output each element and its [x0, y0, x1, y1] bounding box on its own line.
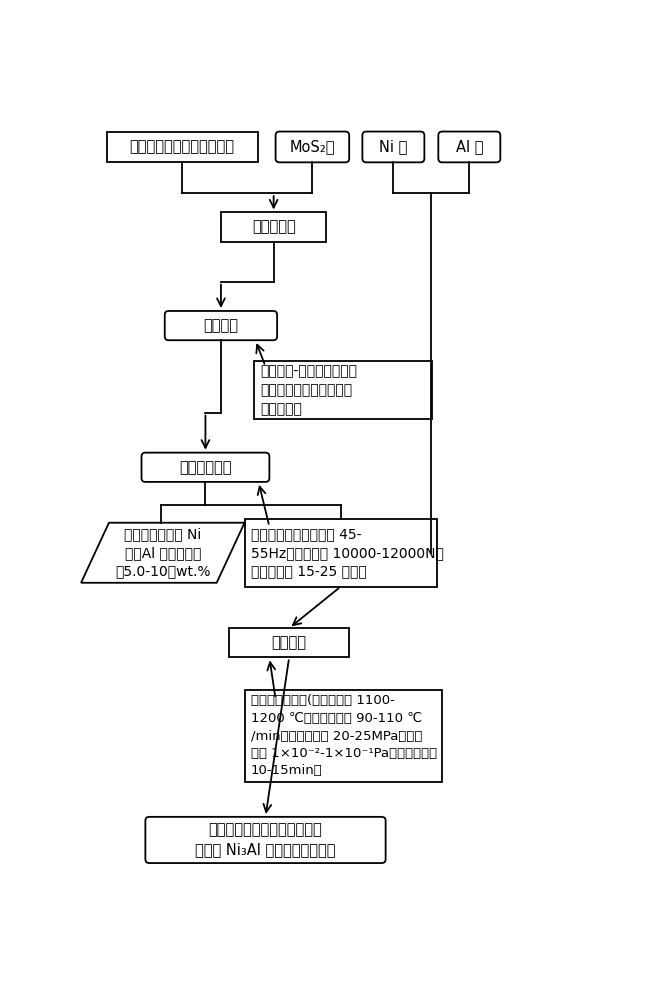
- FancyBboxPatch shape: [275, 132, 350, 162]
- Text: 输送到氧-乙炔喷焊炬装置
中，采用高温制备、冷凝
收集的工艺: 输送到氧-乙炔喷焊炬装置 中，采用高温制备、冷凝 收集的工艺: [260, 364, 357, 416]
- FancyBboxPatch shape: [141, 453, 269, 482]
- Text: Ni 粉: Ni 粉: [379, 139, 408, 154]
- Text: 放电等离子烧结(烧结温度为 1100-
1200 ℃、升温速率为 90-110 ℃
/min、烧结压力为 20-25MPa、真空
度为 1×10⁻²-1×10⁻: 放电等离子烧结(烧结温度为 1100- 1200 ℃、升温速率为 90-110 …: [251, 694, 437, 778]
- Bar: [229, 628, 350, 657]
- Polygon shape: [81, 523, 245, 583]
- FancyBboxPatch shape: [438, 132, 500, 162]
- Text: 粉末颗粒: 粉末颗粒: [203, 318, 238, 333]
- Bar: [107, 132, 257, 162]
- Text: 空心球形粉末: 空心球形粉末: [179, 460, 231, 475]
- Text: 干燥混合液: 干燥混合液: [251, 220, 295, 235]
- FancyBboxPatch shape: [165, 311, 277, 340]
- FancyBboxPatch shape: [145, 817, 386, 863]
- Text: 振动混料（振动频率为 45-
55Hz，振动力为 10000-12000N，
振荡时间为 15-25 分钟）: 振动混料（振动频率为 45- 55Hz，振动力为 10000-12000N， 振…: [251, 527, 444, 579]
- Text: 烧结配料: 烧结配料: [271, 635, 307, 650]
- Bar: [245, 519, 437, 587]
- Bar: [254, 361, 432, 419]
- Bar: [245, 690, 442, 782]
- Text: Al 粉: Al 粉: [456, 139, 483, 154]
- FancyBboxPatch shape: [362, 132, 424, 162]
- Text: 空心球形粉末为 Ni
粉、Al 粉总质量的
（5.0-10）wt.%: 空心球形粉末为 Ni 粉、Al 粉总质量的 （5.0-10）wt.%: [115, 527, 211, 579]
- Text: 一种以空心球形粉末为润滑相
的新型 Ni₃Al 基自润滑复合材料: 一种以空心球形粉末为润滑相 的新型 Ni₃Al 基自润滑复合材料: [195, 822, 336, 858]
- Bar: [221, 212, 326, 242]
- Text: MoS₂粉: MoS₂粉: [289, 139, 335, 154]
- Text: 含辅助试剂的硅酸钠水溶液: 含辅助试剂的硅酸钠水溶液: [129, 139, 235, 154]
